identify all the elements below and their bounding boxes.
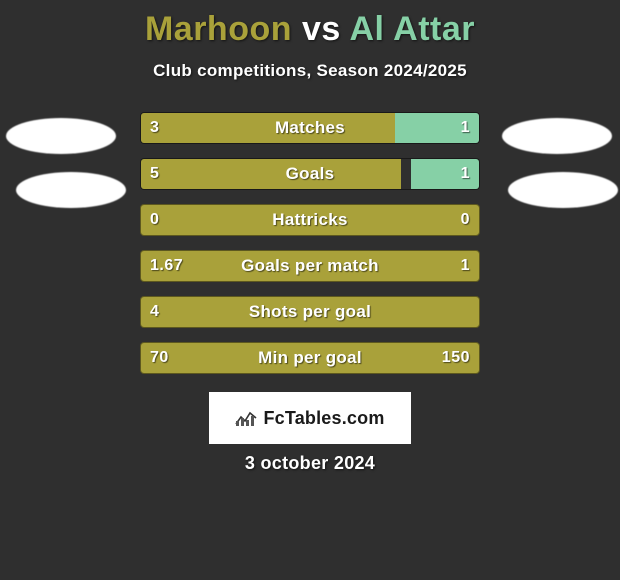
- metric-row: 70150Min per goal: [0, 342, 620, 388]
- metric-row: 31Matches: [0, 112, 620, 158]
- metric-row: 51Goals: [0, 158, 620, 204]
- bar-track: [140, 204, 480, 236]
- metric-row: 4Shots per goal: [0, 296, 620, 342]
- fctables-icon: [235, 409, 257, 427]
- value-left: 3: [150, 112, 159, 144]
- brand-text: FcTables.com: [263, 408, 384, 429]
- bar-left: [141, 159, 401, 189]
- metric-rows: 31Matches51Goals00Hattricks1.671Goals pe…: [0, 112, 620, 388]
- subtitle: Club competitions, Season 2024/2025: [0, 61, 620, 81]
- player1-name: Marhoon: [145, 10, 292, 48]
- value-left: 70: [150, 342, 169, 374]
- value-left: 0: [150, 204, 159, 236]
- date-text: 3 october 2024: [0, 453, 620, 474]
- bar-track: [140, 342, 480, 374]
- value-left: 5: [150, 158, 159, 190]
- bar-left: [141, 113, 395, 143]
- player2-name: Al Attar: [349, 10, 475, 48]
- value-right: 1: [461, 112, 470, 144]
- page-title: Marhoon vs Al Attar: [0, 0, 620, 49]
- brand-badge: FcTables.com: [209, 392, 411, 444]
- value-left: 1.67: [150, 250, 183, 282]
- bar-track: [140, 158, 480, 190]
- bar-track: [140, 250, 480, 282]
- value-left: 4: [150, 296, 159, 328]
- comparison-card: Marhoon vs Al Attar Club competitions, S…: [0, 0, 620, 580]
- metric-row: 1.671Goals per match: [0, 250, 620, 296]
- value-right: 0: [461, 204, 470, 236]
- value-right: 1: [461, 250, 470, 282]
- bar-track: [140, 296, 480, 328]
- bar-track: [140, 112, 480, 144]
- vs-text: vs: [302, 10, 341, 48]
- metric-row: 00Hattricks: [0, 204, 620, 250]
- value-right: 1: [461, 158, 470, 190]
- value-right: 150: [442, 342, 470, 374]
